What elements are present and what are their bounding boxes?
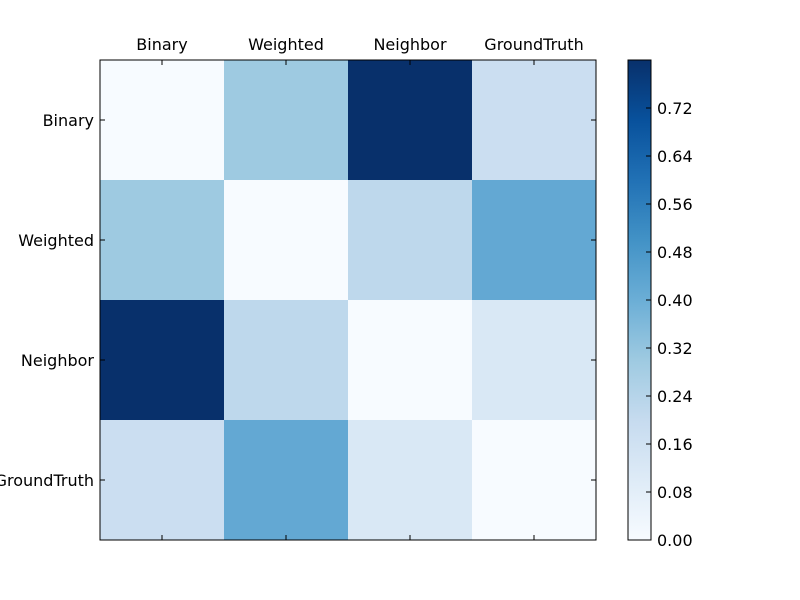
x-tick-label: Binary — [136, 35, 187, 54]
heatmap-cell — [472, 180, 597, 301]
heatmap-cell — [348, 420, 473, 541]
x-tick-label: Weighted — [248, 35, 324, 54]
colorbar-tick-label: 0.00 — [657, 531, 693, 550]
heatmap-cell — [348, 60, 473, 181]
heatmap-cell — [348, 300, 473, 421]
y-tick-label: Weighted — [18, 231, 94, 250]
heatmap-cell — [472, 60, 597, 181]
y-tick-label: GroundTruth — [0, 471, 94, 490]
x-tick-label: GroundTruth — [484, 35, 583, 54]
heatmap-cell — [100, 60, 225, 181]
heatmap-cell — [100, 300, 225, 421]
heatmap-cell — [224, 420, 349, 541]
y-axis-ticks: Binary Weighted Neighbor GroundTruth — [0, 111, 596, 490]
colorbar-tick-label: 0.08 — [657, 483, 693, 502]
colorbar-ticks: 0.00 0.08 0.16 0.24 0.32 0.40 0.48 0.56 0.64 0.72 — [646, 99, 693, 550]
colorbar-tick-label: 0.64 — [657, 147, 693, 166]
y-tick-label: Binary — [43, 111, 94, 130]
heatmap-cell — [224, 60, 349, 181]
colorbar-tick-label: 0.24 — [657, 387, 693, 406]
heatmap-cells — [100, 60, 597, 541]
heatmap-cell — [472, 420, 597, 541]
colorbar-tick-label: 0.40 — [657, 291, 693, 310]
heatmap-cell — [472, 300, 597, 421]
heatmap-frame — [99, 59, 597, 541]
colorbar-tick-label: 0.72 — [657, 99, 693, 118]
colorbar-tick-label: 0.16 — [657, 435, 693, 454]
y-tick-label: Neighbor — [21, 351, 95, 370]
colorbar-tick-label: 0.56 — [657, 195, 693, 214]
heatmap-cell — [100, 180, 225, 301]
heatmap-cell — [348, 180, 473, 301]
heatmap-cell — [224, 180, 349, 301]
colorbar-tick-label: 0.32 — [657, 339, 693, 358]
x-tick-label: Neighbor — [373, 35, 447, 54]
colorbar-tick-label: 0.48 — [657, 243, 693, 262]
x-axis-ticks: Binary Weighted Neighbor GroundTruth — [136, 35, 584, 540]
heatmap-cell — [224, 300, 349, 421]
heatmap-cell — [100, 420, 225, 541]
